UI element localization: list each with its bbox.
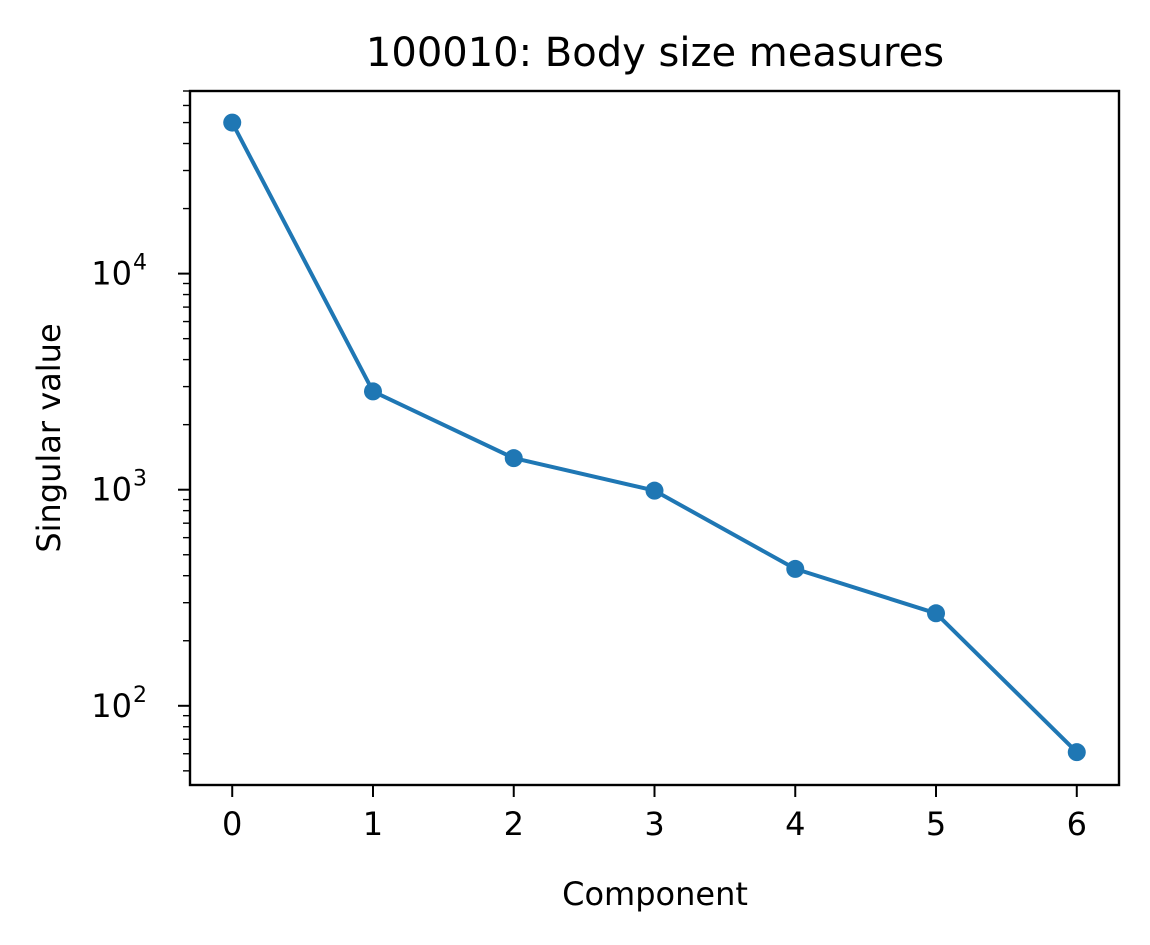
data-point <box>223 113 242 132</box>
x-tick-label: 2 <box>504 805 524 843</box>
data-point <box>786 559 805 578</box>
x-tick-label: 5 <box>926 805 946 843</box>
y-tick-label: 10 <box>91 255 132 293</box>
data-point <box>1067 743 1086 762</box>
y-tick-exponent: 4 <box>133 251 147 276</box>
series-layer <box>223 113 1086 762</box>
x-tick-label: 1 <box>363 805 383 843</box>
data-point <box>504 449 523 468</box>
series-line <box>230 121 1079 754</box>
plot-frame <box>188 89 1121 787</box>
y-tick-exponent: 3 <box>133 467 147 492</box>
x-tick-label: 6 <box>1067 805 1087 843</box>
y-tick-exponent: 2 <box>133 683 147 708</box>
x-axis-label: Component <box>562 875 748 913</box>
data-point <box>927 604 946 623</box>
chart-title: 100010: Body size measures <box>366 30 944 76</box>
x-tick-label: 0 <box>222 805 242 843</box>
y-tick-label: 10 <box>91 687 132 725</box>
data-point <box>645 481 664 500</box>
y-tick-label: 10 <box>91 471 132 509</box>
x-tick-label: 3 <box>644 805 664 843</box>
x-tick-label: 4 <box>785 805 805 843</box>
y-axis-label: Singular value <box>30 323 68 552</box>
data-point <box>363 382 382 401</box>
